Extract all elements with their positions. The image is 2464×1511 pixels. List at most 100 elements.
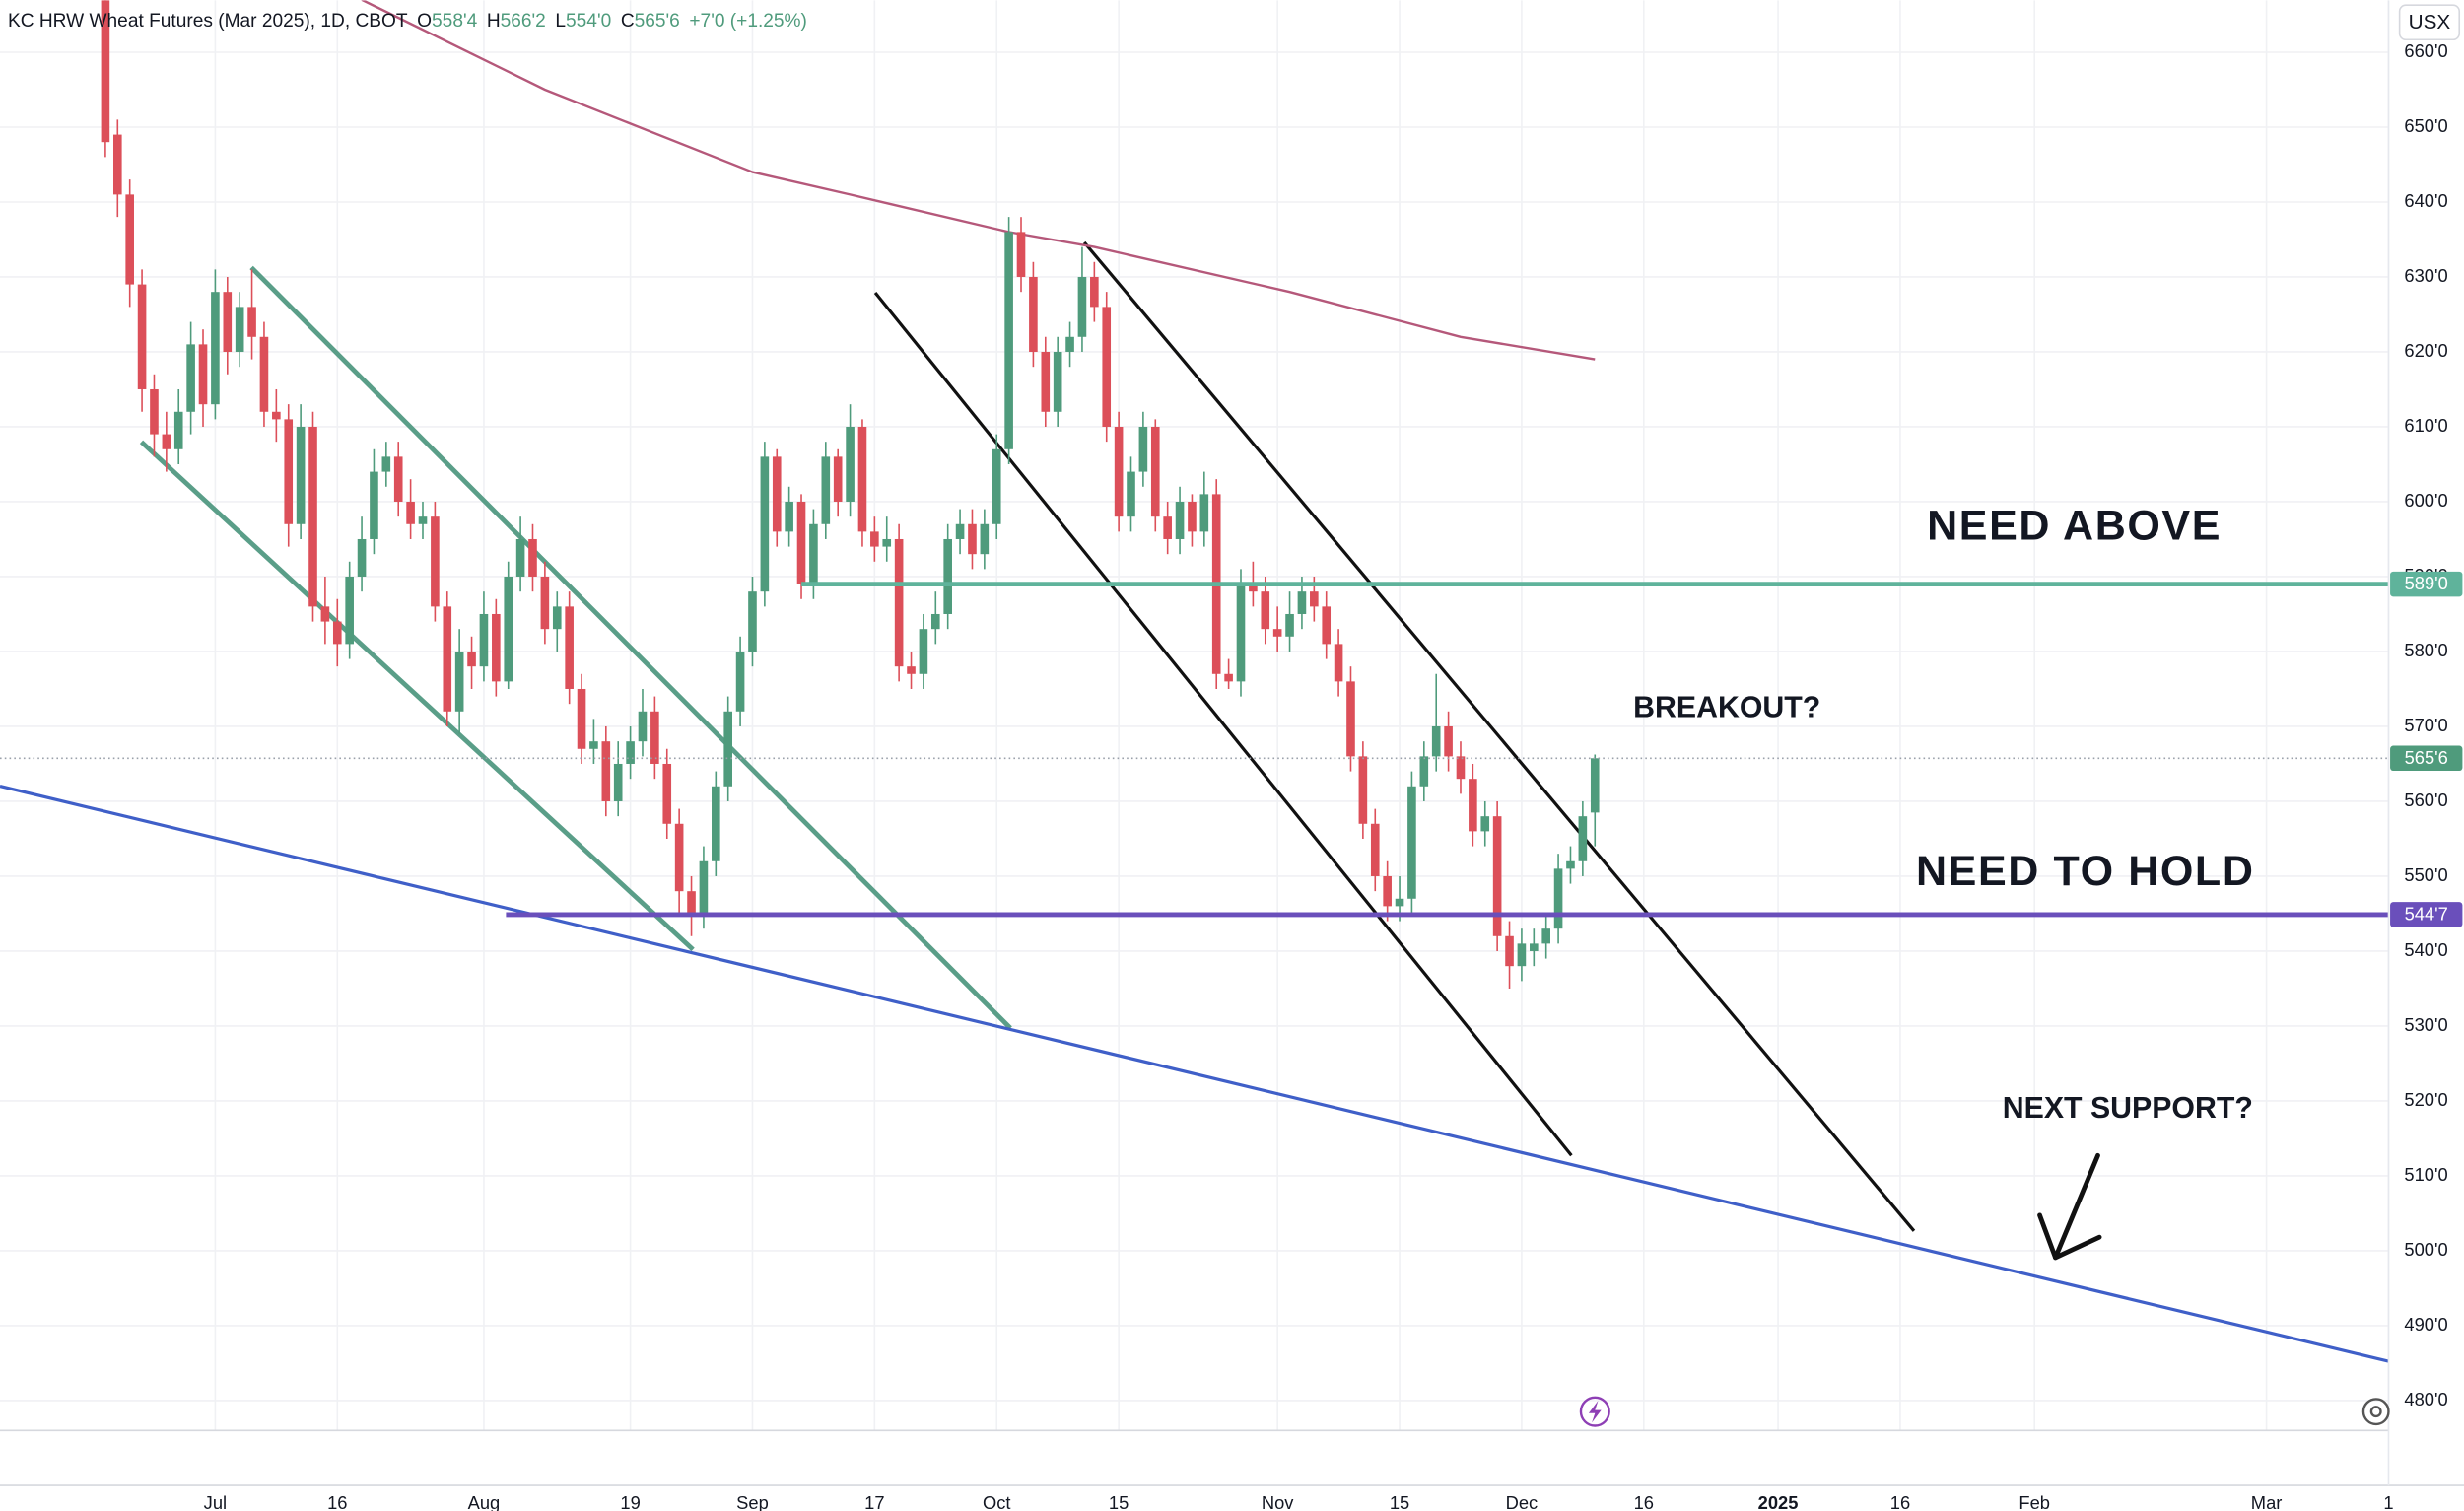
candle-body xyxy=(1590,758,1600,813)
y-tick-label: 620'0 xyxy=(2404,340,2447,361)
x-tick-label: Aug xyxy=(468,1492,501,1511)
candle-body xyxy=(589,741,598,749)
legend-value: 558'4 xyxy=(432,11,478,32)
candle-body xyxy=(320,606,330,622)
candle-body xyxy=(173,411,183,449)
icon-bolt[interactable] xyxy=(1588,1400,1602,1423)
candle-body xyxy=(393,456,403,502)
candle-body xyxy=(504,576,513,682)
candle-body xyxy=(1199,494,1209,532)
candle-body xyxy=(1041,351,1051,412)
y-tick-label: 600'0 xyxy=(2404,490,2447,511)
annotation: NEED TO HOLD xyxy=(1916,848,2255,895)
grid xyxy=(0,0,2390,1431)
candle-body xyxy=(907,666,916,674)
candle-body xyxy=(1407,786,1416,899)
candle-body xyxy=(1138,426,1148,472)
candle-body xyxy=(112,134,122,195)
y-tick-label: 640'0 xyxy=(2404,190,2447,211)
y-tick-label: 530'0 xyxy=(2404,1014,2447,1035)
price-box-label: 589'0 xyxy=(2405,573,2448,593)
support-line xyxy=(0,785,2389,1363)
candle-body xyxy=(846,426,855,502)
candle-body xyxy=(785,501,793,532)
legend-value: 565'6 xyxy=(635,11,680,32)
x-tick-label: Dec xyxy=(1506,1492,1539,1511)
candle-body xyxy=(638,711,648,742)
candle-body xyxy=(284,419,294,524)
candle-body xyxy=(1578,816,1588,861)
y-tick-label: 560'0 xyxy=(2404,790,2447,810)
candle-body xyxy=(1505,935,1514,967)
candle-body xyxy=(674,823,684,892)
x-tick-label: 1 xyxy=(2383,1492,2393,1511)
price-box xyxy=(2390,745,2463,772)
replay-icon[interactable] xyxy=(1579,1396,1610,1427)
x-tick-label: 17 xyxy=(864,1492,884,1511)
candle-body xyxy=(882,538,892,547)
settings-icon[interactable] xyxy=(2361,1398,2390,1426)
y-tick-label: 580'0 xyxy=(2404,640,2447,660)
candle-body xyxy=(1077,276,1087,337)
candle-body xyxy=(699,860,709,914)
candle-body xyxy=(1102,307,1112,427)
candle-body xyxy=(1395,898,1404,907)
candle-body xyxy=(1530,943,1539,951)
candle-body xyxy=(1310,591,1319,607)
candle-body xyxy=(1224,673,1233,682)
x-tick-label: 16 xyxy=(327,1492,347,1511)
y-tick-label: 480'0 xyxy=(2404,1389,2447,1409)
candle-body xyxy=(1150,426,1160,517)
candle-body xyxy=(186,344,195,412)
candle-body xyxy=(760,456,770,592)
candle-body xyxy=(552,606,562,630)
candle-body xyxy=(930,613,940,630)
candle-body xyxy=(943,538,952,614)
x-tick-label: Jul xyxy=(204,1492,227,1511)
candle-body xyxy=(968,523,977,555)
candle-body xyxy=(626,741,635,764)
arrow-shaft xyxy=(2053,1152,2100,1261)
legend-key: H xyxy=(487,11,501,32)
candle-body xyxy=(1444,725,1453,757)
unit-box[interactable] xyxy=(2398,4,2461,41)
candle-body xyxy=(454,651,464,712)
y-tick-label: 630'0 xyxy=(2404,265,2447,286)
x-tick-label: Nov xyxy=(1262,1492,1294,1511)
annotation: NEXT SUPPORT? xyxy=(2003,1092,2253,1125)
candle-body xyxy=(1566,860,1575,869)
candle-body xyxy=(1004,232,1013,449)
candle-body xyxy=(1029,276,1038,352)
candle-body xyxy=(857,426,867,532)
y-tick-label: 610'0 xyxy=(2404,415,2447,436)
trend-line xyxy=(873,291,1573,1157)
candle-body xyxy=(101,0,110,143)
candle-body xyxy=(198,344,208,405)
candle-body xyxy=(1553,868,1563,929)
icon-ring[interactable] xyxy=(1579,1396,1610,1427)
candle-body xyxy=(431,516,440,607)
x-tick-label: 2025 xyxy=(1758,1492,1799,1511)
candle-body xyxy=(162,434,171,449)
candle-body xyxy=(1456,756,1466,780)
candle-body xyxy=(772,456,782,532)
annotation: NEED ABOVE xyxy=(1927,502,2222,549)
icon-core[interactable] xyxy=(2369,1406,2382,1418)
candle-body xyxy=(515,538,525,577)
candle-body xyxy=(1236,584,1246,682)
annotation: BREAKOUT? xyxy=(1633,691,1820,723)
unit-label[interactable]: USX xyxy=(2409,11,2451,34)
candle-body xyxy=(1090,276,1099,308)
candle-body xyxy=(272,411,281,420)
price-box-label: 544'7 xyxy=(2405,904,2448,925)
candle-body xyxy=(381,456,391,472)
candle-body xyxy=(1188,501,1197,532)
candle-body xyxy=(1127,471,1135,517)
x-tick-label: Feb xyxy=(2019,1492,2050,1511)
candle-body xyxy=(125,194,134,285)
candle-body xyxy=(565,606,574,689)
header: KC HRW Wheat Futures (Mar 2025), 1D, CBO… xyxy=(8,11,807,32)
icon-ring[interactable] xyxy=(2361,1398,2390,1426)
candle-body xyxy=(796,501,806,584)
